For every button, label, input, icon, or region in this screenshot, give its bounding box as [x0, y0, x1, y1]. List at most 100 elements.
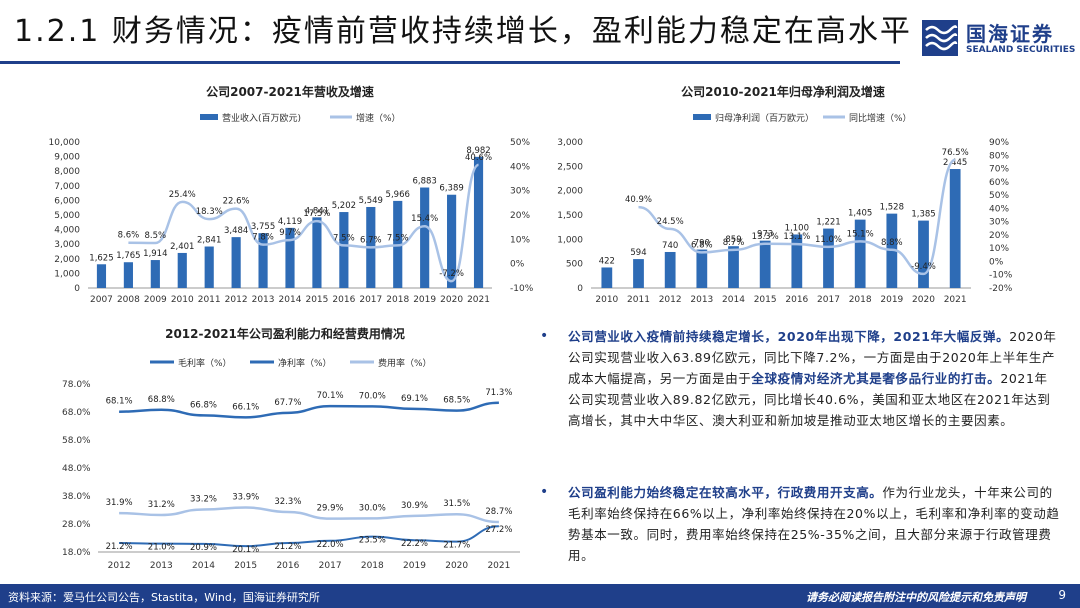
legend-label: 毛利率（%） — [178, 357, 232, 369]
x-tick-label: 2014 — [192, 561, 215, 571]
y2-tick-label: -20% — [989, 284, 1013, 294]
line-value-label: 8.8% — [881, 238, 903, 248]
line-value-label: 20.1% — [232, 545, 259, 555]
bullet-dot-icon: • — [540, 328, 549, 344]
x-tick-label: 2021 — [487, 561, 510, 571]
bar-value-label: 740 — [662, 241, 678, 251]
x-tick-label: 2017 — [817, 295, 840, 305]
y-tick-label: 500 — [566, 260, 583, 270]
line-value-label: 68.8% — [148, 395, 175, 405]
bullet-text: 2021年公司实现营业收入89.82亿欧元，同比增长40.6%，美国和亚太地区在… — [568, 371, 1051, 428]
bar — [420, 187, 430, 288]
bar-value-label: 594 — [630, 248, 646, 258]
line-value-label: 76.5% — [942, 148, 969, 158]
line-value-label: 30.0% — [359, 503, 386, 513]
bar — [696, 249, 708, 288]
line-value-label: 11.0% — [815, 235, 842, 245]
bar-value-label: 1,385 — [911, 210, 935, 220]
y-tick-label: 1,000 — [557, 235, 583, 245]
line-value-label: 27.2% — [485, 525, 512, 535]
title-divider — [0, 61, 900, 64]
x-tick-label: 2008 — [117, 295, 140, 305]
bar — [728, 246, 739, 288]
y-tick-label: 0 — [74, 284, 80, 294]
line-value-label: 8.6% — [118, 231, 140, 241]
line-value-label: 31.9% — [106, 498, 133, 508]
y2-tick-label: 40% — [510, 162, 530, 172]
line-value-label: 6.7% — [360, 235, 382, 245]
y2-tick-label: 10% — [510, 235, 530, 245]
chart-title: 公司2007-2021年营收及增速 — [206, 84, 374, 99]
x-tick-label: 2014 — [279, 295, 302, 305]
line-value-label: 71.3% — [485, 388, 512, 398]
logo-english-name: SEALAND SECURITIES — [966, 45, 1076, 55]
x-tick-label: 2011 — [627, 295, 650, 305]
y-tick-label: 2,500 — [557, 162, 583, 172]
chart-title: 公司2010-2021年归母净利润及增速 — [681, 84, 885, 99]
line-value-label: 13.1% — [783, 232, 810, 242]
y-tick-label: 2,000 — [54, 255, 80, 265]
line-value-label: 13.3% — [752, 232, 779, 242]
line-value-label: 7.5% — [333, 233, 355, 243]
line-value-label: 33.9% — [232, 492, 259, 502]
line-value-label: 6.8% — [691, 240, 713, 250]
y2-tick-label: 20% — [989, 231, 1009, 241]
bullet-highlight: 公司盈利能力始终稳定在较高水平，行政费用开支高。 — [568, 485, 883, 500]
x-tick-label: 2020 — [440, 295, 463, 305]
chart-title: 2012-2021年公司盈利能力和经营费用情况 — [165, 326, 405, 341]
y-tick-label: 7,000 — [54, 182, 80, 192]
y-tick-label: 10,000 — [49, 138, 81, 148]
y-tick-label: 3,000 — [557, 138, 583, 148]
x-tick-label: 2021 — [467, 295, 490, 305]
line-value-label: 21.7% — [443, 541, 470, 551]
legend-label: 归母净利润（百万欧元） — [715, 112, 814, 124]
y2-tick-label: 90% — [989, 138, 1009, 148]
bar-value-label: 1,528 — [880, 203, 904, 213]
y-tick-label: 8,000 — [54, 167, 80, 177]
line-value-label: 68.5% — [443, 396, 470, 406]
line-value-label: 15.4% — [411, 214, 438, 224]
line-value-label: 24.5% — [657, 217, 684, 227]
x-tick-label: 2018 — [849, 295, 872, 305]
line-value-label: 31.2% — [148, 500, 175, 510]
bar — [177, 252, 187, 288]
y2-tick-label: -10% — [989, 271, 1013, 281]
bullet-dot-icon: • — [540, 484, 549, 500]
x-tick-label: 2017 — [319, 561, 342, 571]
line-value-label: 17.5% — [303, 209, 330, 219]
legend-label: 净利率（%） — [278, 357, 332, 369]
x-tick-label: 2015 — [305, 295, 328, 305]
line-value-label: 8.7% — [723, 238, 745, 248]
legend-label: 增速（%） — [356, 112, 401, 124]
line-value-label: -7.2% — [439, 269, 464, 279]
line-value-label: 33.2% — [190, 494, 217, 504]
line-value-label: 66.8% — [190, 400, 217, 410]
bar-value-label: 1,625 — [89, 253, 113, 263]
bar — [791, 234, 803, 288]
y2-tick-label: 0% — [989, 257, 1004, 267]
y2-tick-label: 70% — [989, 165, 1009, 175]
bar-value-label: 790 — [694, 239, 710, 249]
bar — [854, 219, 866, 288]
x-tick-label: 2011 — [198, 295, 221, 305]
y-tick-label: 48.0% — [62, 464, 91, 474]
x-tick-label: 2015 — [234, 561, 257, 571]
legend-swatch-bar — [693, 114, 711, 120]
line-value-label: 20.9% — [190, 543, 217, 553]
x-tick-label: 2021 — [944, 295, 967, 305]
company-logo: 国海证券 SEALAND SECURITIES — [920, 18, 1080, 62]
y2-tick-label: 30% — [989, 218, 1009, 228]
y-tick-label: 1,500 — [557, 211, 583, 221]
bar — [473, 156, 484, 288]
bullet-text: 作为行业龙头，十年来公司的毛利率始终保持在66%以上，净利率始终保持在20%以上… — [568, 485, 1060, 563]
x-tick-label: 2013 — [690, 295, 713, 305]
bar-value-label: 2,445 — [943, 158, 967, 168]
line-value-label: 23.5% — [359, 536, 386, 546]
line-value-label: 69.1% — [401, 394, 428, 404]
bullet-highlight: 公司营业收入疫情前持续稳定增长，2020年出现下降，2021年大幅反弹。 — [568, 329, 1010, 344]
bar — [633, 259, 644, 288]
bar-value-label: 3,755 — [251, 222, 275, 232]
line-value-label: 66.1% — [232, 402, 259, 412]
bar-value-label: 8,982 — [466, 146, 490, 156]
